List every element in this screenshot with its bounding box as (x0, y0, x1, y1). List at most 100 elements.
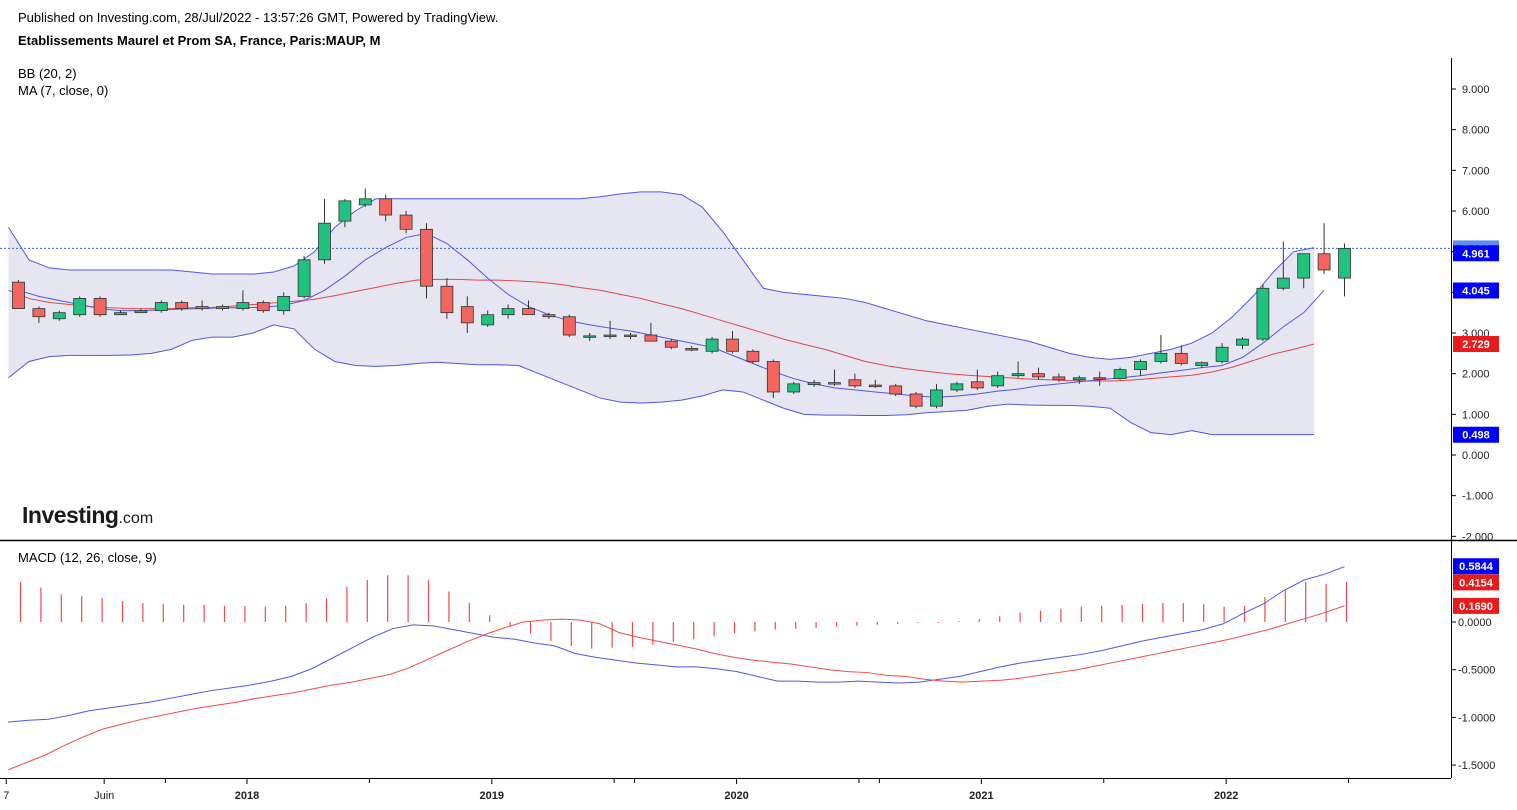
price-tick-label: 9.000 (1462, 84, 1490, 96)
candle-body (318, 222, 331, 261)
candle-body (1297, 253, 1311, 279)
candle-body (358, 198, 372, 206)
candle-body (787, 383, 801, 393)
candle-body (1338, 248, 1351, 279)
price-tag (1453, 282, 1499, 299)
candle-body (930, 389, 943, 407)
candle-body (807, 382, 821, 386)
candle-body (379, 198, 393, 216)
price-tick-label: -2.000 (1462, 531, 1493, 543)
candle-body (256, 302, 270, 312)
time-tick-label: Juin (94, 790, 114, 802)
candle-body (868, 384, 882, 388)
candle-body (175, 302, 189, 309)
candle-body (420, 228, 433, 287)
moving-average-label: MA (7, close, 0) (18, 83, 109, 98)
price-pane (0, 188, 1451, 436)
price-tick-label: 1.000 (1462, 409, 1490, 421)
macd-tick-label: -1.0000 (1458, 712, 1495, 724)
price-tick-label: 8.000 (1462, 125, 1490, 137)
candle-body (644, 334, 658, 342)
bollinger-label: BB (20, 2) (18, 66, 77, 81)
bollinger-lower-line (8, 324, 1315, 436)
candle-body (1072, 377, 1086, 381)
candle-body (1154, 352, 1168, 362)
candle-body (134, 310, 148, 314)
candle-body (624, 334, 637, 337)
candle-body (1032, 373, 1045, 378)
candle-body (562, 316, 576, 336)
logo-suffix: .com (118, 510, 154, 527)
candle-body (399, 214, 413, 230)
price-tag (1453, 245, 1499, 262)
candle-body (991, 375, 1005, 387)
candle-body (1195, 362, 1209, 366)
price-tag-text: 4.045 (1462, 286, 1490, 298)
candle-body (195, 306, 209, 310)
candle-body (1256, 287, 1270, 340)
time-tick-label: 2019 (480, 790, 504, 802)
macd-tag (1453, 558, 1499, 575)
candle-body (1215, 346, 1229, 362)
candle-body (746, 350, 760, 362)
candle-body (297, 259, 311, 297)
candle-body (1113, 369, 1127, 379)
macd-tag-text: 0.5844 (1459, 561, 1494, 573)
candle-body (481, 314, 495, 326)
candle-body (766, 361, 780, 393)
time-tick-label: 2022 (1214, 790, 1238, 802)
time-axis: 7 Juin 2018 2019 2020 2021 2022 (3, 779, 1350, 802)
price-tick-label: 0.000 (1462, 450, 1490, 462)
candle-body (664, 340, 678, 348)
candle-body (501, 308, 515, 316)
bollinger-band-fill (8, 191, 1315, 435)
candle-body (583, 335, 597, 338)
candle-body (705, 338, 719, 352)
price-tag-text: 2.729 (1462, 339, 1490, 351)
investing-logo: Investing.com (22, 502, 153, 529)
macd-tag-text: 0.4154 (1459, 577, 1494, 589)
candle-body (542, 314, 556, 318)
candle-body (848, 379, 862, 387)
candle-body (440, 285, 454, 314)
candle-body (52, 312, 66, 320)
price-tick-label: -1.000 (1462, 491, 1493, 503)
candles (12, 188, 1351, 409)
candle-body (909, 393, 923, 407)
price-tick-label: 2.000 (1462, 369, 1490, 381)
candle-body (1052, 376, 1066, 381)
candle-body (889, 385, 903, 395)
candle-body (216, 306, 229, 310)
candle-body (154, 302, 168, 312)
macd-tick-label: 0.0000 (1458, 617, 1492, 629)
macd-tag-text: 0.1690 (1459, 601, 1493, 613)
candle-body (1174, 352, 1188, 364)
price-tag (1453, 426, 1499, 443)
macd-pane (7, 566, 1348, 771)
candle-body (970, 381, 984, 389)
candle-body (828, 382, 841, 385)
published-note: Published on Investing.com, 28/Jul/2022 … (18, 10, 499, 25)
macd-line (7, 566, 1345, 723)
candle-body (1011, 373, 1025, 377)
candle-body (12, 281, 25, 309)
price-axis: 9.0008.0007.0006.0005.0004.0003.0002.000… (1451, 84, 1499, 543)
candle-body (114, 312, 127, 316)
signal-line (7, 605, 1345, 771)
price-tag-text: 0.498 (1462, 430, 1490, 442)
instrument-title: Etablissements Maurel et Prom SA, France… (18, 33, 381, 48)
price-tag (1453, 336, 1499, 353)
logo-main: Investing (22, 502, 119, 528)
candle-body (726, 338, 739, 352)
candle-body (1093, 377, 1107, 380)
candle-body (32, 308, 46, 318)
candle-body (685, 348, 699, 351)
candle-body (1134, 361, 1147, 371)
macd-axis: 0.0000 -0.5000 -1.0000 -1.5000 0.5844 0.4154 0… (1451, 558, 1499, 772)
candle-body (73, 298, 87, 316)
bollinger-upper-line (8, 191, 1315, 360)
candle-body (1317, 253, 1331, 271)
candle-body (93, 298, 107, 316)
time-tick-label: 2018 (235, 790, 259, 802)
